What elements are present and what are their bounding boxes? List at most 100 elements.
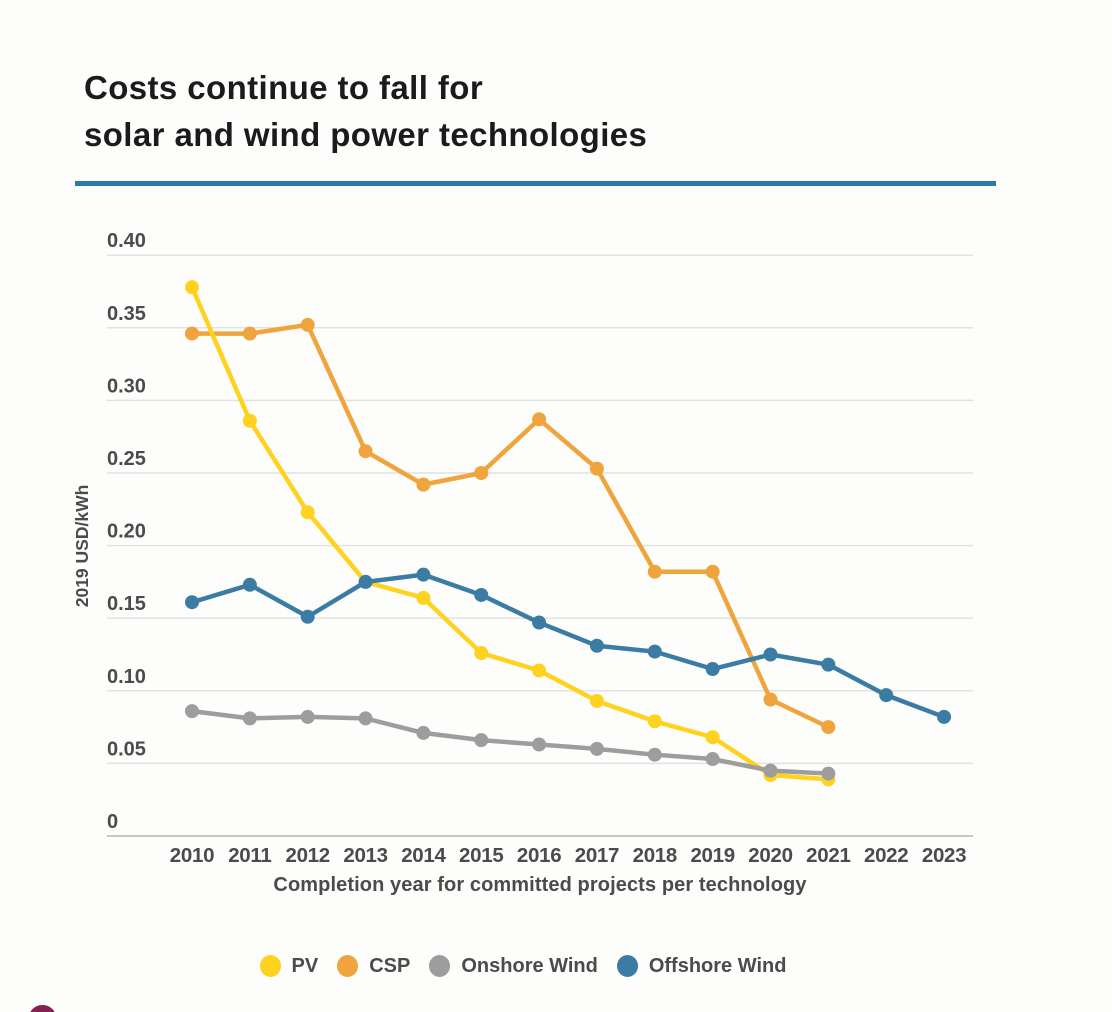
y-tick-label: 0.40 <box>107 230 146 252</box>
csp-point <box>474 466 489 480</box>
csp-line <box>189 322 831 730</box>
onshore-wind-point <box>358 711 373 726</box>
onshore-wind-point <box>474 733 489 748</box>
csp-point <box>705 564 720 579</box>
x-tick-label: 2014 <box>401 844 446 867</box>
pv-point <box>300 505 315 520</box>
offshore-wind-point <box>879 688 894 703</box>
onshore-wind-point <box>416 725 431 740</box>
pv-point <box>647 714 662 729</box>
pv-line <box>189 284 831 782</box>
offshore-wind-point <box>937 709 952 724</box>
csp-point <box>300 317 315 332</box>
y-tick-label: 0.05 <box>107 738 146 760</box>
offshore-wind-point <box>185 595 199 610</box>
pv-point <box>474 646 489 661</box>
series-csp <box>185 317 836 735</box>
y-axis-title: 2019 USD/kWh <box>72 485 92 608</box>
offshore-wind-point <box>242 577 257 592</box>
legend-label: Onshore Wind <box>461 954 598 977</box>
offshore-wind-point <box>705 662 720 677</box>
x-tick-label: 2012 <box>285 844 329 867</box>
pv-point <box>705 730 720 745</box>
x-tick-label: 2022 <box>864 844 908 867</box>
series-offshore-wind <box>185 567 952 724</box>
onshore-wind-point <box>185 704 199 719</box>
y-tick-label: 0.30 <box>107 375 146 397</box>
legend-item-offshore-wind: Offshore Wind <box>616 954 787 978</box>
onshore-wind-swatch-icon <box>429 955 451 977</box>
logo-fragment <box>29 1005 56 1012</box>
csp-point <box>416 477 431 492</box>
title-accent-rule <box>75 181 996 186</box>
onshore-wind-point <box>300 709 315 724</box>
legend-label: PV <box>291 954 319 977</box>
pv-swatch-icon <box>259 955 281 977</box>
chart-legend: PV CSP Onshore Wind Offshore Wind <box>0 948 1079 984</box>
offshore-wind-swatch-icon <box>616 955 638 977</box>
offshore-wind-point <box>416 567 431 582</box>
onshore-wind-line <box>189 708 831 776</box>
legend-item-csp: CSP <box>337 955 410 978</box>
x-tick-label: 2010 <box>170 844 214 867</box>
offshore-wind-point <box>474 587 489 602</box>
x-tick-label: 2015 <box>459 844 503 867</box>
pv-point <box>416 590 431 605</box>
legend-label: Offshore Wind <box>648 954 787 977</box>
x-tick-label: 2013 <box>343 844 387 867</box>
onshore-wind-point <box>821 766 836 781</box>
onshore-wind-point <box>532 737 547 752</box>
chart-title-line2: solar and wind power technologies <box>84 116 648 153</box>
csp-point <box>647 564 662 579</box>
csp-point <box>358 444 373 459</box>
onshore-wind-point <box>647 747 662 762</box>
onshore-wind-point <box>763 763 778 778</box>
chart-title: Costs continue to fall for solar and win… <box>84 64 647 158</box>
x-tick-label: 2018 <box>633 844 677 867</box>
csp-point <box>589 461 604 476</box>
pv-point <box>589 693 604 708</box>
y-tick-label: 0.25 <box>107 448 146 470</box>
csp-point <box>242 326 257 341</box>
legend-label: CSP <box>369 954 411 977</box>
onshore-wind-point <box>589 741 604 756</box>
csp-point <box>763 692 778 707</box>
x-axis-title: Completion year for committed projects p… <box>273 874 807 896</box>
x-tick-label: 2021 <box>806 844 850 867</box>
y-tick-label: 0.20 <box>107 521 146 543</box>
x-tick-label: 2020 <box>748 844 792 867</box>
offshore-wind-point <box>589 638 604 653</box>
onshore-wind-point <box>705 752 720 767</box>
pv-point <box>242 413 257 428</box>
offshore-wind-point <box>358 574 373 589</box>
x-tick-label: 2011 <box>228 844 271 867</box>
offshore-wind-point <box>821 657 836 672</box>
series-onshore-wind <box>185 704 836 781</box>
y-tick-label: 0 <box>107 811 118 833</box>
legend-item-onshore-wind: Onshore Wind <box>429 954 598 978</box>
x-tick-label: 2023 <box>922 844 966 867</box>
pv-point <box>185 280 199 295</box>
csp-point <box>821 720 836 735</box>
csp-point <box>185 326 199 341</box>
y-tick-label: 0.35 <box>107 303 146 325</box>
y-tick-label: 0.10 <box>107 666 146 688</box>
offshore-wind-point <box>532 615 547 630</box>
x-tick-labels: 2010 2011 2012 2013 2014 2015 2016 2017 2018 2019… <box>170 844 967 867</box>
x-tick-label: 2019 <box>690 844 734 867</box>
offshore-wind-point <box>763 647 778 662</box>
chart-title-line1: Costs continue to fall for <box>84 69 484 106</box>
y-tick-label: 0.15 <box>107 593 146 615</box>
legend-item-pv: PV <box>259 954 319 978</box>
series-pv <box>185 280 836 787</box>
csp-point <box>532 412 547 427</box>
offshore-wind-point <box>300 609 315 624</box>
csp-swatch-icon <box>337 955 359 977</box>
x-tick-label: 2016 <box>517 844 561 867</box>
gridlines: 0.40 0.35 0.30 0.25 0.20 0.15 0.10 0.05 0 <box>107 230 973 837</box>
pv-point <box>532 663 547 678</box>
offshore-wind-point <box>647 644 662 659</box>
onshore-wind-point <box>242 711 257 726</box>
